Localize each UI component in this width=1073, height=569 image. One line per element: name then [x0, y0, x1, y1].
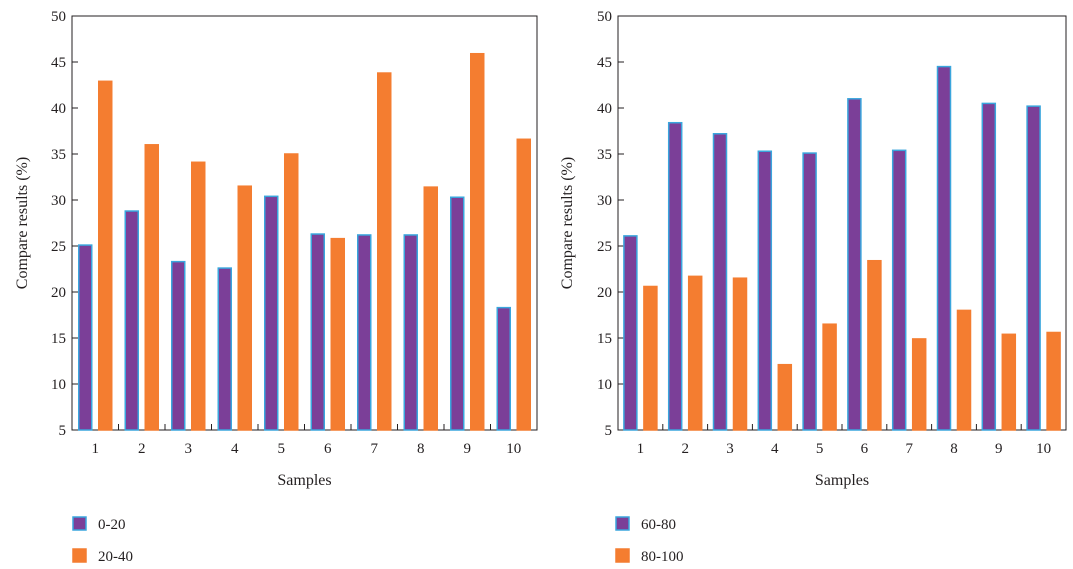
bar-right-60-80-2 [667, 121, 683, 431]
bar-right-60-80-8 [936, 65, 952, 431]
bar-left-0-20-2 [124, 210, 139, 431]
bar-left-20-40-1 [98, 80, 113, 431]
bar-left-0-20-10 [496, 306, 511, 431]
y-tick-label: 15 [51, 331, 66, 347]
y-tick-label: 30 [51, 193, 66, 209]
bar-left-20-40-6 [330, 237, 345, 431]
bar-left-20-40-2 [144, 144, 159, 431]
y-tick-label: 20 [597, 285, 612, 301]
x-tick-label: 7 [905, 441, 913, 457]
bar-right-80-100-10 [1046, 331, 1061, 431]
bar-right-80-100-7 [911, 338, 927, 431]
bar-right-80-100-6 [867, 259, 882, 431]
bar-right-80-100-3 [732, 277, 748, 431]
bar-right-60-80-6 [847, 98, 862, 431]
bar-left-20-40-8 [423, 186, 438, 431]
x-tick-label: 5 [278, 441, 286, 457]
x-tick-label: 7 [371, 441, 379, 457]
bar-left-0-20-3 [171, 260, 186, 431]
bar-right-80-100-2 [687, 275, 703, 431]
y-tick-label: 5 [59, 423, 67, 439]
legend-label: 80-100 [641, 549, 684, 565]
x-tick-label: 1 [92, 441, 100, 457]
x-tick-label: 2 [138, 441, 146, 457]
bar-left-0-20-7 [357, 234, 372, 431]
x-tick-label: 6 [861, 441, 869, 457]
x-axis-title: Samples [277, 472, 331, 489]
x-tick-label: 2 [681, 441, 689, 457]
legend-swatch [615, 548, 630, 563]
y-tick-label: 35 [597, 147, 612, 163]
y-tick-label: 10 [597, 377, 612, 393]
bar-right-60-80-10 [1026, 105, 1041, 431]
bar-left-0-20-8 [403, 234, 418, 431]
x-tick-label: 5 [816, 441, 824, 457]
legend-swatch [72, 548, 87, 563]
y-tick-label: 40 [597, 101, 612, 117]
bar-right-60-80-4 [757, 150, 773, 431]
y-tick-label: 50 [597, 9, 612, 25]
bar-left-0-20-9 [450, 196, 465, 431]
y-tick-label: 25 [51, 239, 66, 255]
bar-right-60-80-7 [891, 149, 907, 431]
x-tick-label: 9 [464, 441, 472, 457]
x-tick-label: 4 [231, 441, 239, 457]
bar-right-80-100-9 [1001, 333, 1017, 431]
bar-left-20-40-7 [377, 72, 392, 431]
y-axis-title: Compare results (%) [14, 157, 31, 289]
x-tick-label: 3 [185, 441, 193, 457]
x-tick-label: 4 [771, 441, 779, 457]
x-tick-label: 10 [1036, 441, 1051, 457]
bar-right-60-80-1 [623, 235, 638, 431]
x-tick-label: 8 [950, 441, 958, 457]
y-tick-label: 30 [597, 193, 612, 209]
x-tick-label: 9 [995, 441, 1003, 457]
y-tick-label: 45 [597, 55, 612, 71]
bar-right-60-80-9 [981, 102, 997, 431]
bar-left-0-20-5 [264, 195, 279, 431]
y-tick-label: 5 [605, 423, 613, 439]
plot-frame [71, 15, 538, 431]
bar-left-20-40-10 [516, 138, 531, 431]
x-tick-label: 6 [324, 441, 332, 457]
bar-left-20-40-4 [237, 185, 252, 431]
bar-right-60-80-3 [712, 133, 728, 431]
x-tick-label: 3 [726, 441, 734, 457]
y-tick-label: 10 [51, 377, 66, 393]
bar-left-20-40-3 [191, 161, 206, 431]
y-tick-label: 50 [51, 9, 66, 25]
x-tick-label: 10 [506, 441, 521, 457]
bar-left-20-40-5 [284, 153, 299, 431]
legend-swatch [615, 516, 630, 531]
x-tick-label: 1 [637, 441, 645, 457]
legend-label: 0-20 [98, 517, 126, 533]
bar-left-20-40-9 [470, 52, 485, 431]
y-tick-label: 20 [51, 285, 66, 301]
bar-left-0-20-4 [217, 267, 232, 431]
legend-label: 20-40 [98, 549, 133, 565]
bar-right-80-100-5 [822, 323, 837, 431]
bar-right-60-80-5 [802, 152, 817, 431]
x-tick-label: 8 [417, 441, 425, 457]
x-axis-title: Samples [815, 472, 869, 489]
y-tick-label: 15 [597, 331, 612, 347]
bar-right-80-100-1 [643, 285, 658, 431]
y-tick-label: 40 [51, 101, 66, 117]
y-tick-label: 45 [51, 55, 66, 71]
bar-left-0-20-6 [310, 233, 325, 431]
bar-right-80-100-8 [956, 309, 972, 431]
bar-left-0-20-1 [78, 244, 93, 431]
y-axis-title: Compare results (%) [559, 157, 576, 289]
legend-swatch [72, 516, 87, 531]
plot-frame [617, 15, 1067, 431]
y-tick-label: 35 [51, 147, 66, 163]
bar-right-80-100-4 [777, 363, 793, 431]
legend-label: 60-80 [641, 517, 676, 533]
y-tick-label: 25 [597, 239, 612, 255]
